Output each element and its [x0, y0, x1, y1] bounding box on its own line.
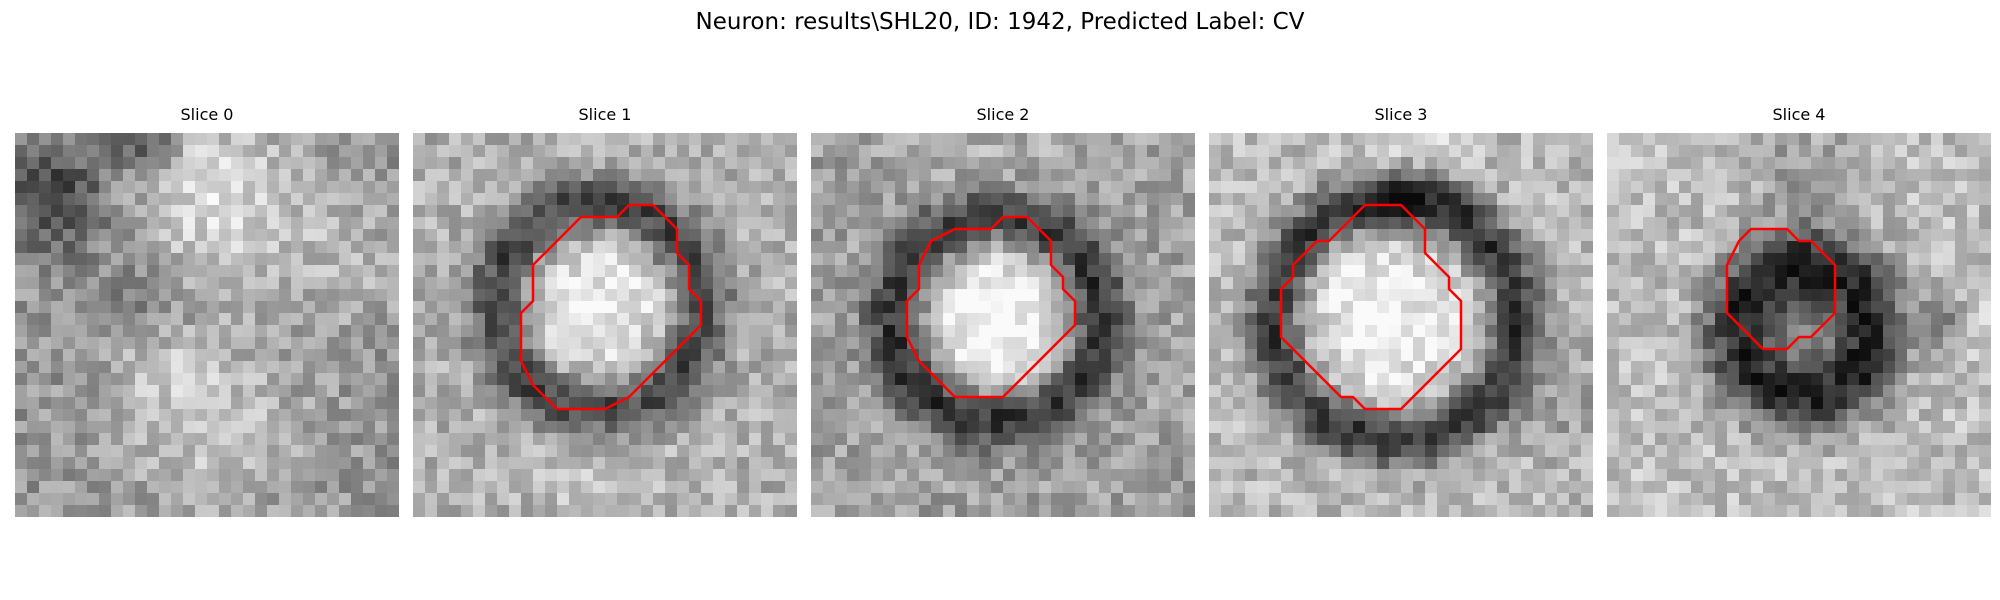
microscopy-image	[1607, 133, 1991, 517]
cell-contour-outline	[1279, 203, 1463, 411]
slice-image	[413, 133, 797, 517]
slice-title: Slice 1	[578, 105, 632, 124]
slice-image	[1209, 133, 1593, 517]
cell-contour-outline	[905, 215, 1077, 399]
slice-image	[811, 133, 1195, 517]
microscopy-image	[811, 133, 1195, 517]
microscopy-image	[413, 133, 797, 517]
slice-title: Slice 3	[1374, 105, 1428, 124]
slice-image	[1607, 133, 1991, 517]
slice-title: Slice 0	[180, 105, 234, 124]
slice-title: Slice 4	[1772, 105, 1826, 124]
figure-title: Neuron: results\SHL20, ID: 1942, Predict…	[695, 9, 1305, 35]
slice-image	[15, 133, 399, 517]
microscopy-image	[15, 133, 399, 517]
cell-contour-outline	[1725, 227, 1837, 351]
cell-contour-outline	[519, 203, 703, 411]
slice-title: Slice 2	[976, 105, 1030, 124]
microscopy-image	[1209, 133, 1593, 517]
